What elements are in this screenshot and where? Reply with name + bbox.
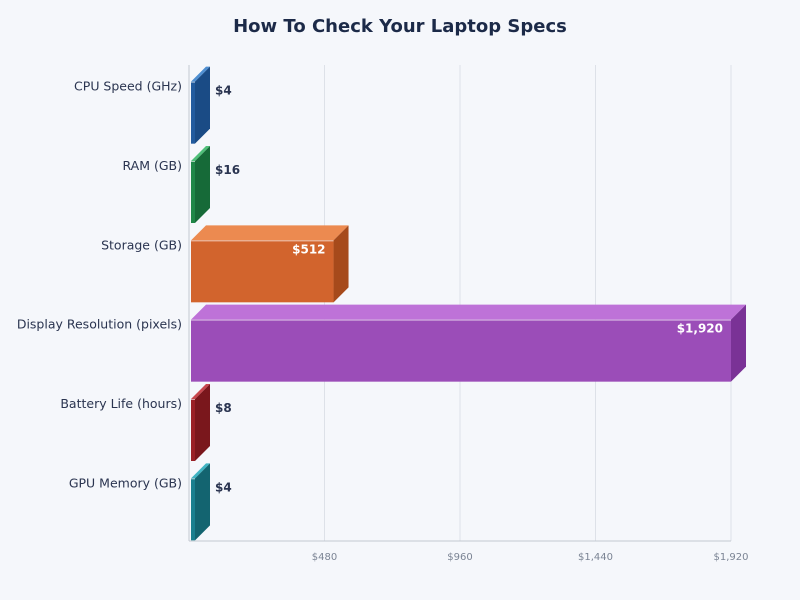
bar-top-face: [191, 304, 746, 320]
data-label: $8: [215, 401, 232, 415]
bar-side-face: [731, 304, 746, 382]
bar: [191, 81, 195, 144]
category-label: Display Resolution (pixels): [17, 317, 182, 332]
x-tick-label: $1,920: [714, 552, 749, 563]
category-label: RAM (GB): [122, 158, 182, 173]
category-label: Battery Life (hours): [60, 396, 182, 411]
bar-top-face: [191, 146, 210, 161]
category-label: CPU Speed (GHz): [74, 79, 182, 94]
data-label: $4: [215, 480, 232, 494]
data-label: $4: [215, 84, 232, 98]
bar-top-face: [191, 463, 210, 479]
bar: [191, 161, 195, 223]
x-tick-label: $480: [312, 552, 337, 563]
bar-top-face: [191, 66, 210, 82]
bar-side-face: [195, 66, 210, 144]
bar-side-face: [333, 225, 349, 303]
category-label: GPU Memory (GB): [69, 475, 182, 490]
bar-side-face: [195, 463, 210, 541]
bar-side-face: [195, 146, 210, 223]
bar-top-face: [191, 384, 210, 399]
x-tick-label: $960: [447, 552, 472, 563]
bar: [191, 399, 195, 461]
bar: [191, 319, 731, 382]
data-label: $512: [292, 242, 325, 256]
x-tick-label: $1,440: [578, 552, 613, 563]
data-label: $1,920: [677, 322, 723, 336]
data-label: $16: [215, 163, 240, 177]
category-label: Storage (GB): [101, 237, 182, 252]
bar-top-face: [191, 225, 349, 241]
bar: [191, 478, 195, 541]
chart-title: How To Check Your Laptop Specs: [233, 16, 567, 37]
bar: [191, 240, 334, 303]
bar-side-face: [195, 384, 210, 461]
